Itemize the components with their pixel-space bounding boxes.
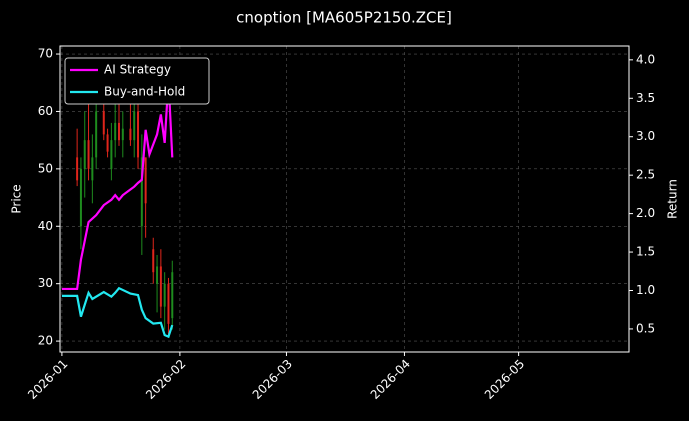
y-tick-label: 50: [38, 161, 53, 175]
y2-tick-label: 1.0: [636, 283, 655, 297]
candle-body: [102, 111, 105, 135]
candle-body: [137, 111, 140, 158]
line-series: [61, 79, 174, 291]
candle-body: [144, 157, 147, 204]
legend-label: Buy-and-Hold: [104, 85, 185, 99]
candle-body: [79, 168, 82, 227]
y2-tick-label: 4.0: [636, 52, 655, 66]
y-tick-label: 20: [38, 334, 53, 348]
candle-body: [140, 157, 143, 227]
candle-body: [91, 157, 94, 181]
y-tick-label: 30: [38, 276, 53, 290]
candle-body: [95, 111, 98, 158]
candle-body: [171, 272, 174, 319]
candle-body: [152, 249, 155, 273]
legend-box: [64, 57, 210, 105]
y2-tick-label: 1.5: [636, 245, 655, 259]
y-tick-label: 60: [38, 104, 53, 118]
candle-body: [156, 266, 159, 284]
y2-tick-label: 0.5: [636, 321, 655, 335]
y-tick-label: 40: [38, 219, 53, 233]
candle-body: [76, 157, 79, 181]
candle-body: [167, 283, 170, 324]
chart-title: cnoption [MA605P2150.ZCE]: [236, 9, 452, 27]
line-series: [61, 286, 174, 339]
y2-tick-label: 3.5: [636, 91, 655, 105]
candle-body: [106, 134, 109, 152]
candle-body: [159, 266, 162, 307]
candle-body: [117, 122, 120, 141]
y-axis-label: Price: [10, 184, 24, 213]
y2-tick-label: 3.0: [636, 129, 655, 143]
y2-tick-label: 2.5: [636, 168, 655, 182]
candle-body: [110, 140, 113, 169]
candle-body: [121, 128, 124, 141]
candle-body: [129, 128, 132, 141]
candle-body: [133, 111, 136, 141]
candle-body: [114, 122, 117, 141]
legend-label: AI Strategy: [104, 63, 171, 77]
legend: AI Strategy Buy-and-Hold: [64, 57, 210, 105]
y2-tick-label: 2.0: [636, 206, 655, 220]
candle-body: [87, 140, 90, 169]
y2-axis-label: Return: [666, 179, 680, 219]
candle-body: [83, 140, 86, 169]
candle-body: [163, 283, 166, 307]
y-tick-label: 70: [38, 47, 53, 61]
plot-frame: [59, 45, 630, 353]
